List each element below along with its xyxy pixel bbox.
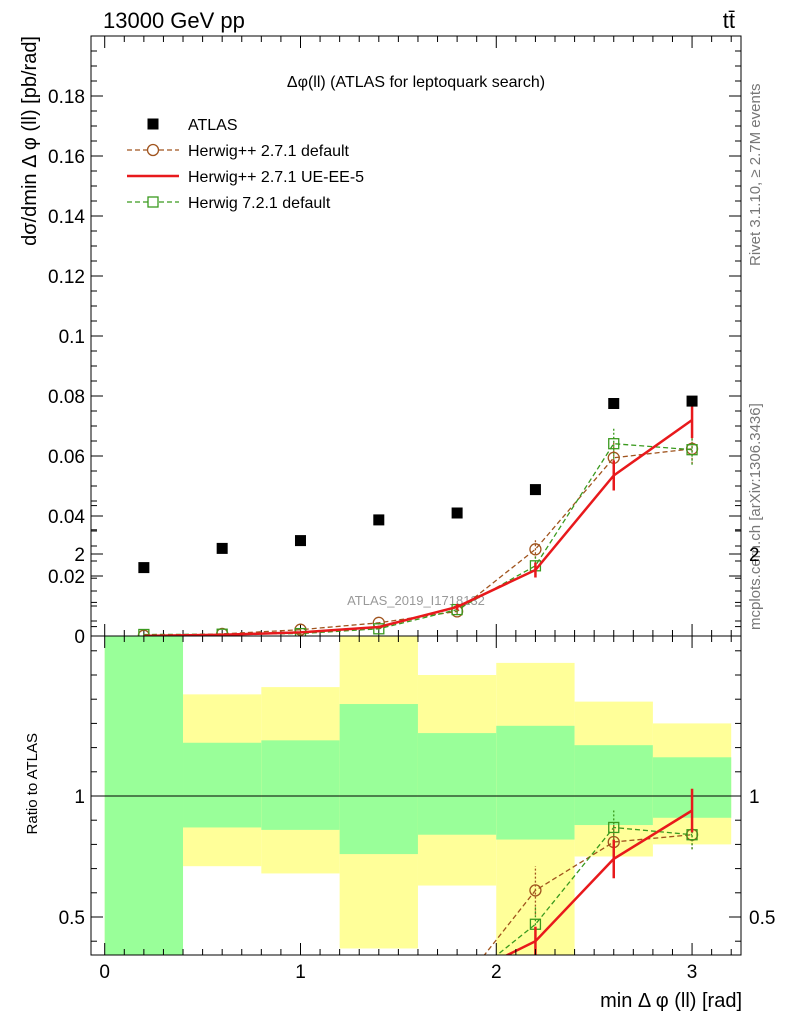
ratio-y-tick-label-right: 1	[749, 787, 760, 808]
ratio-band-green	[574, 745, 653, 826]
ratio-y-axis-label: Ratio to ATLAS	[24, 733, 41, 834]
main-atlas-point	[138, 562, 150, 574]
main-atlas-point	[373, 514, 385, 526]
main-panel: Δφ(ll) (ATLAS for leptoquark search) ATL…	[19, 35, 742, 648]
ratio-y-tick-label-right: 0.5	[749, 908, 775, 929]
ratio-band-green	[339, 704, 418, 855]
main-y-tick-label: 0.1	[59, 327, 85, 348]
header-left: 13000 GeV pp	[103, 8, 245, 33]
main-herwig-7-2-1-default-point	[686, 444, 698, 456]
ratio-series-layer	[295, 788, 699, 1024]
ratio-herwig-7-2-1-default-point	[374, 1018, 384, 1024]
legend-marker	[147, 196, 159, 208]
main-y-tick-label: 0.02	[48, 567, 85, 588]
ratio-herwig-7-2-1-default-point	[452, 982, 462, 992]
ratio-herwig-2-7-1-ue-ee-5-line	[504, 809, 693, 955]
ratio-herwig-7-2-1-default-point	[608, 821, 620, 834]
mcplots-label: mcplots.cern.ch [arXiv:1306.3436]	[747, 403, 764, 630]
ratio-panel: 0.5 0.5 1 1 2 2 0 1 2 3 Ratio to ATLAS min Δ φ (l…	[24, 505, 775, 1024]
ratio-band-green	[261, 740, 340, 830]
legend-label: ATLAS	[188, 117, 238, 134]
main-y-tick-label: 0.14	[48, 207, 85, 228]
watermark-label: ATLAS_2019_I1718132	[347, 593, 485, 608]
ratio-herwig-2-7-1-default-point	[295, 1018, 306, 1024]
ratio-herwig-2-7-1-default-point	[529, 884, 542, 897]
main-atlas-point	[529, 484, 541, 496]
ratio-bands	[104, 636, 732, 955]
main-herwig-2-7-1-default-point	[529, 543, 542, 556]
main-y-tick-label: 0.18	[48, 87, 85, 108]
ratio-axis-ticks: 0.5 0.5 1 1 2 2 0 1 2 3	[59, 505, 775, 983]
legend: ATLAS Herwig++ 2.7.1 default Herwig++ 2.7.…	[127, 117, 364, 212]
main-y-axis-label: dσ/dmin Δ φ (ll) [pb/rad]	[19, 36, 41, 246]
ratio-band-green	[183, 742, 262, 828]
header-right: tt̄	[723, 8, 735, 33]
legend-marker	[147, 118, 159, 130]
ratio-band-green	[496, 725, 575, 840]
main-herwig-7-2-1-default-point	[373, 623, 385, 635]
main-y-tick-label: 0.12	[48, 267, 85, 288]
ratio-herwig-2-7-1-default-point	[452, 984, 463, 995]
ratio-y-tick-label-right: 2	[749, 545, 760, 566]
ratio-herwig-2-7-1-default-point	[373, 1006, 384, 1017]
main-atlas-point	[216, 542, 228, 554]
x-tick-label: 1	[295, 962, 306, 983]
main-atlas-point	[686, 395, 698, 407]
main-y-tick-label: 0	[74, 627, 85, 648]
main-y-tick-label: 0.16	[48, 147, 85, 168]
ratio-herwig-2-7-1-default-line	[483, 834, 693, 955]
main-atlas-point	[294, 535, 306, 547]
main-herwig-7-2-1-default-point	[138, 628, 150, 636]
ratio-band-green	[417, 733, 497, 835]
rivet-label: Rivet 3.1.10, ≥ 2.7M events	[747, 84, 764, 267]
main-y-tick-label: 0.08	[48, 387, 85, 408]
ratio-band-green	[104, 636, 184, 955]
x-tick-label: 2	[491, 962, 502, 983]
main-atlas-point	[451, 507, 463, 519]
ratio-y-tick-label: 0.5	[59, 908, 85, 929]
legend-label: Herwig++ 2.7.1 default	[188, 143, 350, 160]
x-tick-label: 3	[687, 962, 698, 983]
main-y-tick-label: 0.06	[48, 447, 85, 468]
x-tick-label: 0	[99, 962, 110, 983]
main-herwig-2-7-1-ue-ee-5-line	[143, 418, 693, 636]
ratio-y-tick-label: 2	[74, 545, 85, 566]
main-herwig-7-2-1-default-point	[608, 438, 620, 450]
legend-marker	[146, 143, 160, 157]
ratio-y-tick-label: 1	[74, 787, 85, 808]
legend-label: Herwig 7.2.1 default	[188, 195, 331, 212]
legend-label: Herwig++ 2.7.1 UE-EE-5	[188, 169, 364, 186]
main-y-tick-label: 0.04	[48, 507, 85, 528]
x-axis-label: min Δ φ (ll) [rad]	[600, 990, 742, 1012]
main-atlas-point	[608, 398, 620, 409]
main-title: Δφ(ll) (ATLAS for leptoquark search)	[287, 74, 545, 91]
